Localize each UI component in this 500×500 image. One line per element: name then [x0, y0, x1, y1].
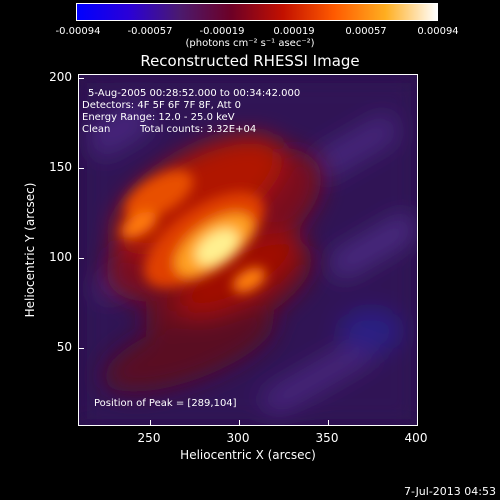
- y-axis-label: Heliocentric Y (arcsec): [23, 182, 37, 318]
- y-tick-label: 200: [49, 70, 72, 84]
- colorbar-tick-label: 0.00057: [345, 26, 387, 37]
- time-range-label: 5-Aug-2005 00:28:52.000 to 00:34:42.000: [88, 88, 301, 99]
- colorbar-tick-label: 0.00094: [417, 26, 459, 37]
- peak-position-label: Position of Peak = [289,104]: [94, 398, 237, 409]
- x-axis-label: Heliocentric X (arcsec): [180, 448, 316, 462]
- x-tick-label: 300: [226, 431, 250, 445]
- x-tick-label: 400: [404, 431, 428, 445]
- x-tick-label: 250: [137, 431, 161, 445]
- y-tick-label: 100: [49, 250, 72, 264]
- colorbar-units: (photons cm⁻² s⁻¹ asec⁻²): [185, 38, 315, 49]
- x-tick-label: 350: [315, 431, 339, 445]
- y-tick-label: 150: [49, 160, 72, 174]
- colorbar: [76, 3, 438, 21]
- total-counts-label: Total counts: 3.32E+04: [140, 124, 257, 135]
- colorbar-tick-label: -0.00019: [199, 26, 245, 37]
- y-tick-label: 50: [56, 340, 72, 354]
- method-label: Clean: [82, 124, 111, 135]
- solar-image: [79, 75, 417, 425]
- solar-image-plot: [78, 74, 418, 426]
- colorbar-tick-label: 0.00019: [273, 26, 315, 37]
- detectors-label: Detectors: 4F 5F 6F 7F 8F, Att 0: [82, 100, 242, 111]
- energy-range-label: Energy Range: 12.0 - 25.0 keV: [82, 112, 235, 123]
- image-title: Reconstructed RHESSI Image: [140, 52, 360, 70]
- colorbar-tick-label: -0.00094: [55, 26, 101, 37]
- timestamp: 7-Jul-2013 04:53: [403, 485, 496, 498]
- colorbar-tick-label: -0.00057: [127, 26, 173, 37]
